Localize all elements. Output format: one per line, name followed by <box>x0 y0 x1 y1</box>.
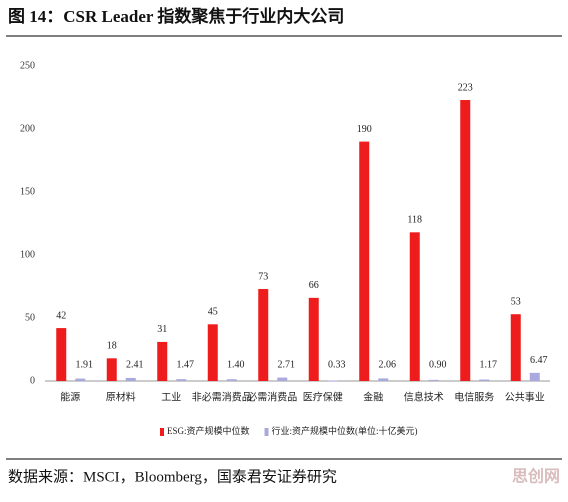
bar <box>378 378 389 381</box>
x-tick-label: 必需消费品 <box>247 390 297 403</box>
y-tick-label: 250 <box>20 60 35 71</box>
data-label: 223 <box>458 82 473 93</box>
bar <box>359 141 370 381</box>
data-label: 31 <box>157 324 167 335</box>
data-label: 6.47 <box>530 355 548 366</box>
x-tick-label: 能源 <box>60 390 80 403</box>
x-tick-label: 非必需消费品 <box>192 390 252 403</box>
x-tick-label: 工业 <box>161 391 181 403</box>
data-label: 53 <box>511 297 521 308</box>
data-label: 66 <box>309 280 319 291</box>
data-label: 42 <box>56 310 66 321</box>
data-label: 1.47 <box>177 359 195 370</box>
x-tick-label: 医疗保健 <box>303 390 343 403</box>
bar <box>157 341 168 381</box>
x-tick-label: 原材料 <box>106 390 136 403</box>
legend-swatch <box>160 428 164 436</box>
bar <box>529 372 540 381</box>
data-label: 2.71 <box>278 359 296 370</box>
bar <box>510 314 521 381</box>
bar <box>75 378 86 381</box>
data-label: 2.41 <box>126 359 144 370</box>
chart-title: 图 14：CSR Leader 指数聚焦于行业内大公司 <box>8 6 344 26</box>
y-tick-label: 200 <box>20 123 35 134</box>
watermark: 思创网 <box>512 467 560 486</box>
bar <box>308 297 319 381</box>
x-tick-label: 信息技术 <box>404 390 444 403</box>
data-label: 118 <box>407 215 422 226</box>
data-label: 1.40 <box>227 359 245 370</box>
legend-swatch <box>264 428 269 436</box>
bar <box>277 377 288 381</box>
bar <box>106 358 117 381</box>
bar <box>176 379 187 381</box>
x-tick-label: 公共事业 <box>505 390 545 403</box>
data-label: 190 <box>357 124 372 135</box>
bar <box>258 289 269 381</box>
bar <box>479 379 490 381</box>
bar <box>226 379 237 381</box>
legend-label: ESG:资产规模中位数 <box>167 425 250 436</box>
bar <box>125 377 136 381</box>
data-label: 1.91 <box>76 359 94 370</box>
source: 数据来源：MSCI，Bloomberg，国泰君安证券研究 <box>8 468 337 485</box>
y-tick-label: 150 <box>20 186 35 197</box>
bar <box>409 232 420 381</box>
bar <box>460 100 471 382</box>
bar <box>56 328 67 381</box>
bar <box>428 379 439 381</box>
data-label: 0.33 <box>328 359 346 370</box>
y-tick-label: 0 <box>30 375 35 386</box>
bar <box>207 324 218 381</box>
data-label: 45 <box>208 307 218 318</box>
x-tick-label: 电信服务 <box>454 390 494 403</box>
x-tick-label: 金融 <box>363 390 383 403</box>
data-label: 18 <box>107 341 117 352</box>
data-label: 1.17 <box>480 359 498 370</box>
legend-label: 行业:资产规模中位数(单位:十亿美元) <box>272 425 418 436</box>
bar <box>327 380 338 382</box>
y-tick-label: 50 <box>25 312 35 323</box>
data-label: 0.90 <box>429 359 447 370</box>
data-label: 2.06 <box>379 359 397 370</box>
data-label: 73 <box>258 271 268 282</box>
y-tick-label: 100 <box>20 249 35 260</box>
